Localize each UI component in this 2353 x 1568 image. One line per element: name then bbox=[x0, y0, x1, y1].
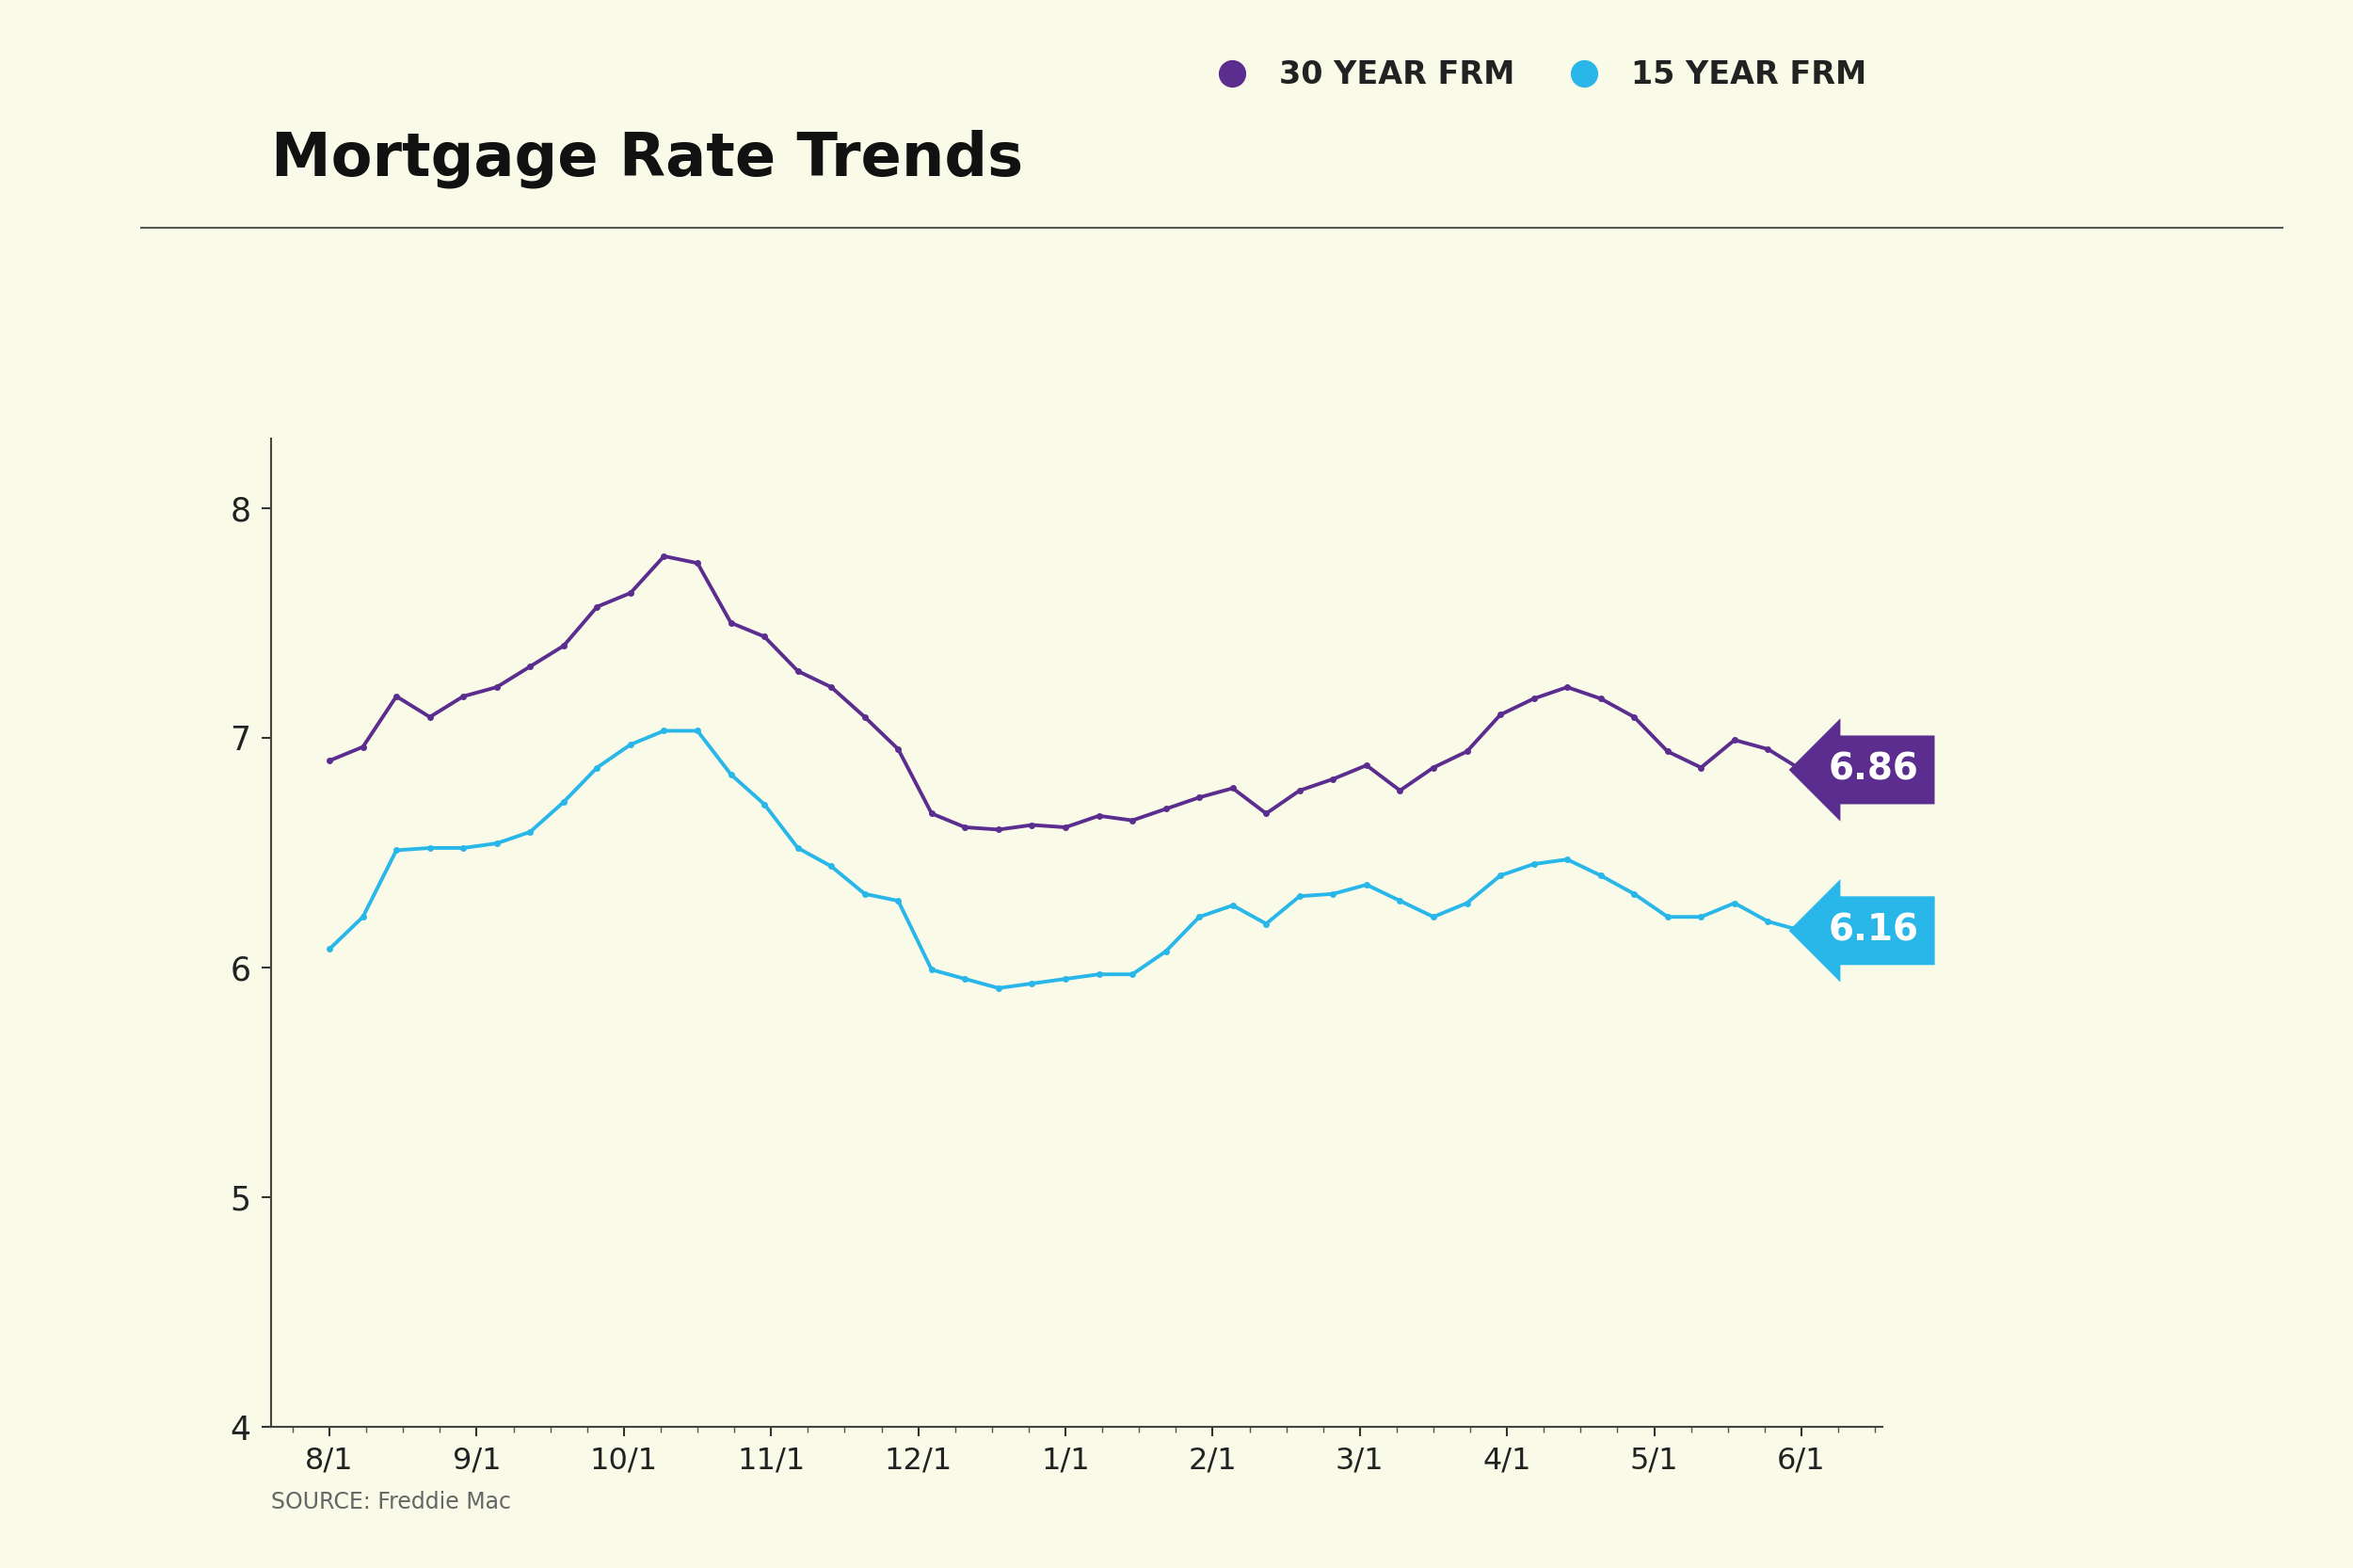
Legend: 30 YEAR FRM, 15 YEAR FRM: 30 YEAR FRM, 15 YEAR FRM bbox=[1200, 60, 1866, 91]
Text: Mortgage Rate Trends: Mortgage Rate Trends bbox=[271, 129, 1024, 188]
Text: 6.16: 6.16 bbox=[1828, 913, 1918, 949]
Text: 6.86: 6.86 bbox=[1828, 753, 1918, 787]
Text: SOURCE: Freddie Mac: SOURCE: Freddie Mac bbox=[271, 1491, 511, 1513]
